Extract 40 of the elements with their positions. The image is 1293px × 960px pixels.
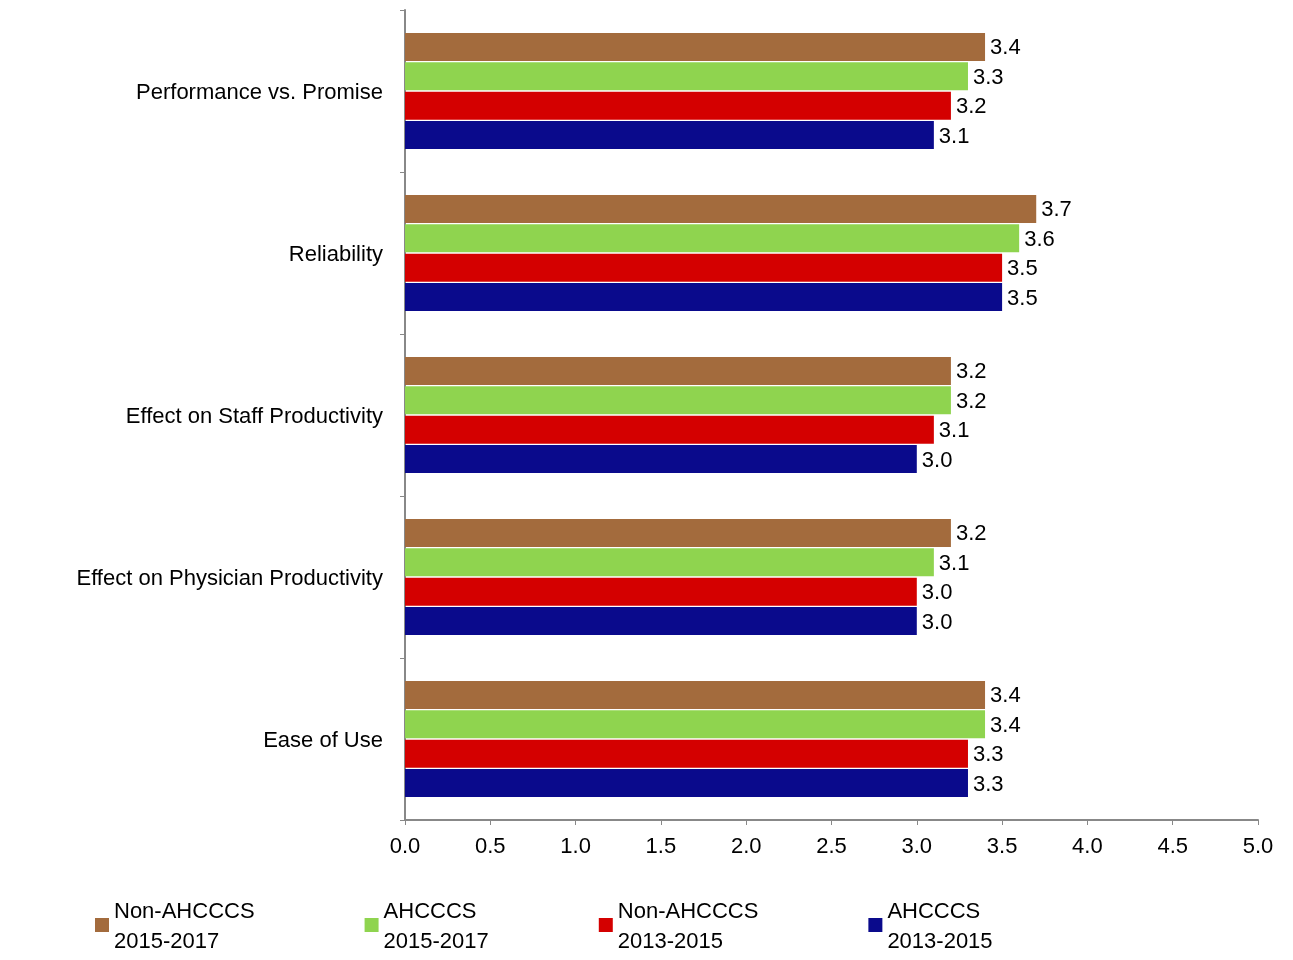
data-label: 3.2	[955, 520, 987, 546]
data-label: 3.2	[955, 93, 987, 119]
data-label: 3.0	[921, 446, 953, 472]
x-tick-label: 4.5	[1157, 832, 1188, 858]
x-tick-label: 2.5	[816, 832, 847, 858]
x-tick-label: 1.5	[645, 832, 677, 858]
data-label: 3.4	[990, 34, 1021, 60]
data-label: 3.1	[938, 417, 970, 443]
legend-label: AHCCCS 2013-2015	[887, 897, 993, 953]
y-tick-label: Performance vs. Promise	[136, 78, 383, 104]
y-tick-label: Effect on Physician Productivity	[76, 564, 383, 590]
x-tick-label: 3.0	[901, 832, 933, 858]
data-label: 3.4	[990, 682, 1021, 708]
x-tick-label: 0.0	[389, 832, 421, 858]
data-label: 3.6	[1024, 225, 1055, 251]
data-label: 3.2	[955, 358, 987, 384]
data-label: 3.3	[972, 770, 1004, 796]
legend-label: AHCCCS 2015-2017	[383, 897, 489, 953]
x-tick-label: 2.0	[730, 832, 762, 858]
x-tick-label: 5.0	[1242, 832, 1274, 858]
data-label: 3.0	[921, 608, 953, 634]
x-tick-label: 4.0	[1072, 832, 1103, 858]
legend-label: Non-AHCCCS 2015-2017	[114, 897, 255, 953]
data-label: 3.5	[1007, 255, 1038, 281]
data-label: 3.3	[972, 63, 1004, 89]
data-label: 3.1	[938, 549, 970, 575]
legend-label: Non-AHCCCS 2013-2015	[617, 897, 759, 953]
x-tick-label: 0.5	[475, 832, 506, 858]
data-label: 3.2	[955, 387, 987, 413]
data-label: 3.7	[1041, 196, 1072, 222]
data-label: 3.1	[938, 122, 970, 148]
data-label: 3.3	[972, 741, 1004, 767]
data-label: 3.5	[1007, 284, 1038, 310]
y-tick-label: Effect on Staff Productivity	[125, 402, 383, 428]
y-tick-label: Reliability	[288, 240, 383, 266]
data-label: 3.0	[921, 579, 953, 605]
data-label: 3.4	[990, 711, 1021, 737]
x-tick-label: 3.5	[986, 832, 1018, 858]
y-tick-label: Ease of Use	[263, 726, 383, 752]
x-tick-label: 1.0	[560, 832, 591, 858]
